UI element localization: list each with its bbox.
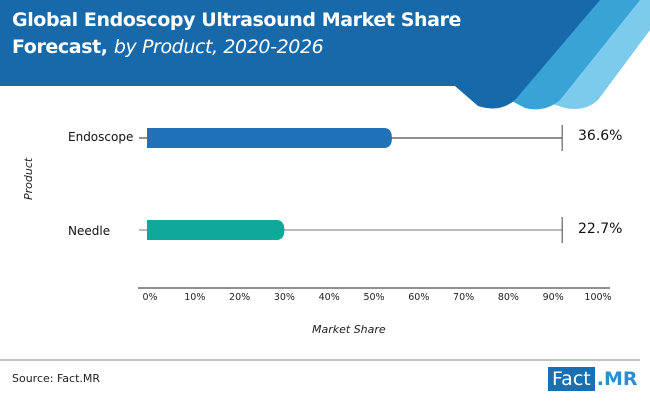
data-label-endoscope: 36.6% (578, 128, 623, 144)
category-label-endoscope: Endoscope (68, 130, 134, 144)
logo-part-b: .MR (596, 368, 638, 390)
title-line-2-italic: by Product, 2020-2026 (113, 36, 324, 58)
x-tick-label: 20% (229, 292, 251, 303)
bar-endoscope (147, 128, 392, 148)
header-band (0, 0, 600, 109)
factmr-logo: Fact .MR (548, 367, 638, 391)
x-tick-label: 30% (273, 292, 295, 303)
category-label-needle: Needle (68, 224, 111, 238)
chart-title: Global Endoscopy Ultrasound Market Share… (12, 7, 461, 61)
bar-needle (147, 220, 285, 240)
x-tick-label: 100% (584, 292, 612, 303)
x-tick-label: 40% (318, 292, 340, 303)
x-tick-label: 10% (184, 292, 206, 303)
title-line-1: Global Endoscopy Ultrasound Market Share (12, 9, 462, 31)
data-label-needle: 22.7% (578, 221, 623, 237)
x-tick-label: 0% (142, 292, 158, 303)
x-tick-label: 50% (363, 292, 385, 303)
source-note: Source: Fact.MR (12, 372, 101, 385)
x-tick-label: 60% (408, 292, 430, 303)
x-tick-label: 70% (453, 292, 475, 303)
title-line-2-bold: Forecast, (12, 36, 108, 58)
x-tick-label: 90% (542, 292, 564, 303)
x-axis-title: Market Share (312, 323, 386, 336)
logo-part-a: Fact (548, 367, 595, 391)
x-tick-label: 80% (497, 292, 519, 303)
y-axis-title: Product (22, 157, 35, 200)
